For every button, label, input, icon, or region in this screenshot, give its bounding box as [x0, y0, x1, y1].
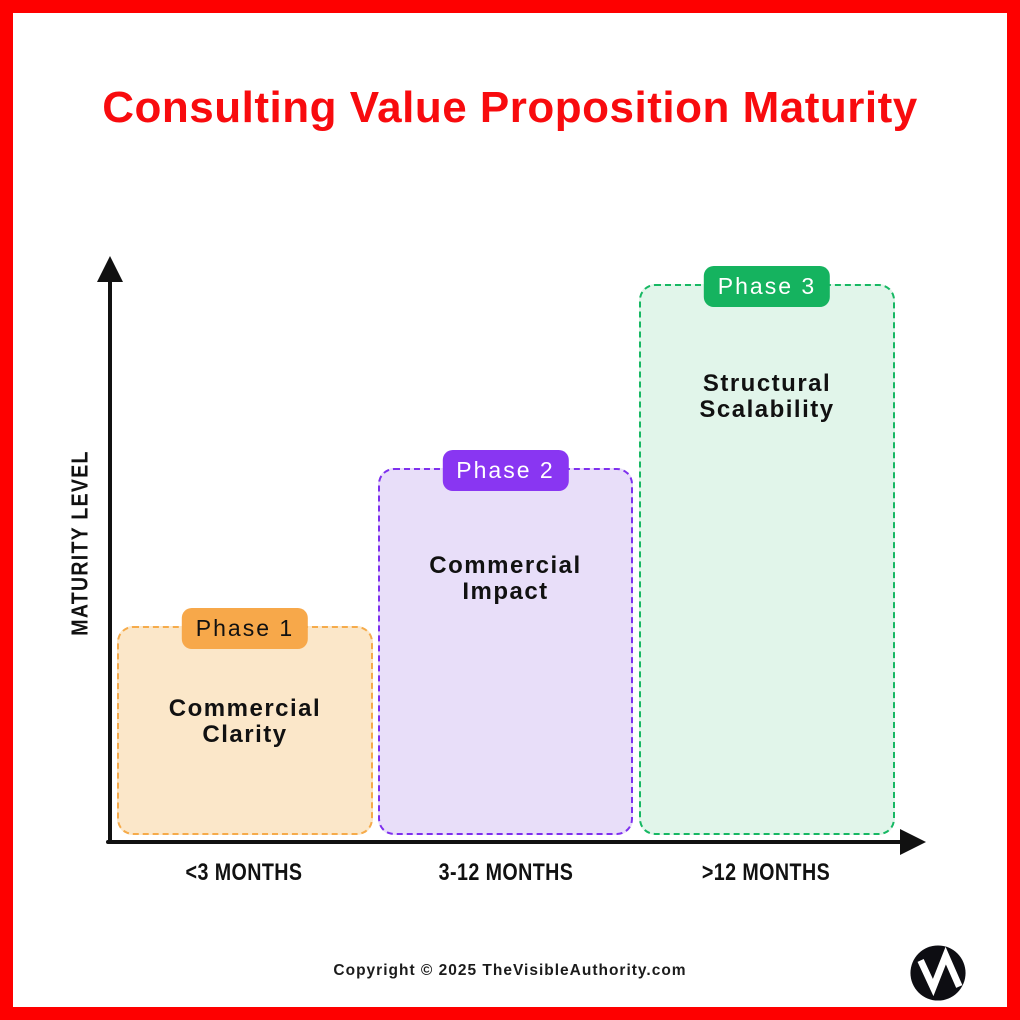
page-title: Consulting Value Proposition Maturity: [102, 83, 918, 132]
y-axis-arrow-icon: [97, 256, 123, 282]
visible-authority-logo-icon: [910, 945, 966, 1001]
x-tick-under-3-months: <3 MONTHS: [185, 859, 303, 886]
x-axis-line: [106, 840, 904, 844]
phase-3-badge: Phase 3: [703, 266, 831, 307]
phase-3-box: Phase 3 Structural Scalability: [639, 266, 895, 835]
y-axis-line: [108, 276, 112, 842]
y-axis-label: MATURITY LEVEL: [66, 450, 93, 636]
x-tick-3-12-months: 3-12 MONTHS: [438, 859, 574, 886]
phase-2-box: Phase 2 Commercial Impact: [378, 450, 633, 835]
copyright-text: Copyright © 2025 TheVisibleAuthority.com: [333, 962, 687, 979]
phase-3-label: Structural Scalability: [699, 370, 835, 423]
phase-2-label: Commercial Impact: [429, 552, 582, 605]
phase-2-badge: Phase 2: [442, 450, 569, 491]
x-tick-over-12-months: >12 MONTHS: [701, 859, 831, 886]
phase-1-badge: Phase 1: [181, 608, 309, 649]
phase-1-label: Commercial Clarity: [168, 695, 322, 748]
x-axis-arrow-icon: [900, 829, 926, 855]
phase-1-box: Phase 1 Commercial Clarity: [117, 608, 373, 835]
